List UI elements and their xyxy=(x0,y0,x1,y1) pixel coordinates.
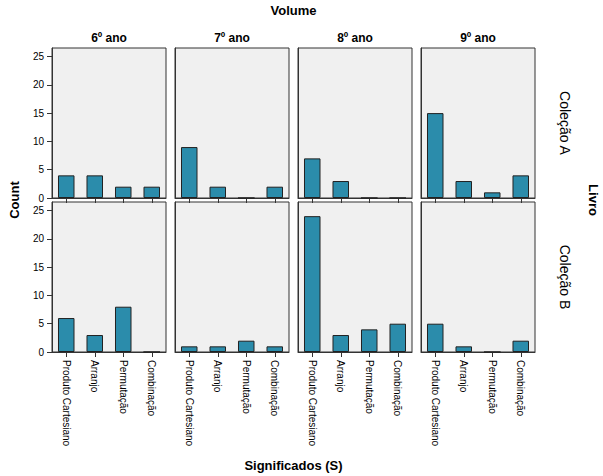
svg-text:0: 0 xyxy=(38,193,44,204)
svg-text:5: 5 xyxy=(38,318,44,329)
svg-text:Arranjo: Arranjo xyxy=(458,360,469,393)
svg-text:5: 5 xyxy=(38,164,44,175)
svg-text:25: 25 xyxy=(33,51,45,62)
svg-text:10: 10 xyxy=(33,290,45,301)
svg-text:Count: Count xyxy=(7,181,22,219)
svg-text:8º ano: 8º ano xyxy=(337,31,373,45)
svg-text:Permutação: Permutação xyxy=(364,360,375,414)
svg-text:Livro: Livro xyxy=(586,184,601,216)
svg-text:Permutação: Permutação xyxy=(118,360,129,414)
svg-text:Volume: Volume xyxy=(271,3,317,18)
svg-text:Produto Cartesiano: Produto Cartesiano xyxy=(307,360,318,447)
svg-text:6º ano: 6º ano xyxy=(91,31,127,45)
svg-text:20: 20 xyxy=(33,233,45,244)
svg-text:Permutação: Permutação xyxy=(487,360,498,414)
svg-text:Produto Cartesiano: Produto Cartesiano xyxy=(430,360,441,447)
svg-text:0: 0 xyxy=(38,347,44,358)
svg-text:15: 15 xyxy=(33,262,45,273)
svg-text:Produto Cartesiano: Produto Cartesiano xyxy=(184,360,195,447)
svg-text:Permutação: Permutação xyxy=(241,360,252,414)
svg-text:Significados (S): Significados (S) xyxy=(244,458,342,473)
svg-text:Arranjo: Arranjo xyxy=(335,360,346,393)
svg-text:20: 20 xyxy=(33,79,45,90)
svg-text:Coleção A: Coleção A xyxy=(557,91,573,155)
svg-text:Combinação: Combinação xyxy=(392,360,403,417)
svg-text:Coleção B: Coleção B xyxy=(557,245,573,310)
svg-text:Arranjo: Arranjo xyxy=(212,360,223,393)
svg-text:10: 10 xyxy=(33,136,45,147)
svg-text:Produto Cartesiano: Produto Cartesiano xyxy=(61,360,72,447)
svg-text:7º ano: 7º ano xyxy=(214,31,250,45)
svg-text:Combinação: Combinação xyxy=(146,360,157,417)
svg-text:15: 15 xyxy=(33,108,45,119)
svg-text:Combinação: Combinação xyxy=(515,360,526,417)
svg-text:9º ano: 9º ano xyxy=(460,31,496,45)
svg-text:Combinação: Combinação xyxy=(269,360,280,417)
svg-text:25: 25 xyxy=(33,205,45,216)
svg-text:Arranjo: Arranjo xyxy=(89,360,100,393)
